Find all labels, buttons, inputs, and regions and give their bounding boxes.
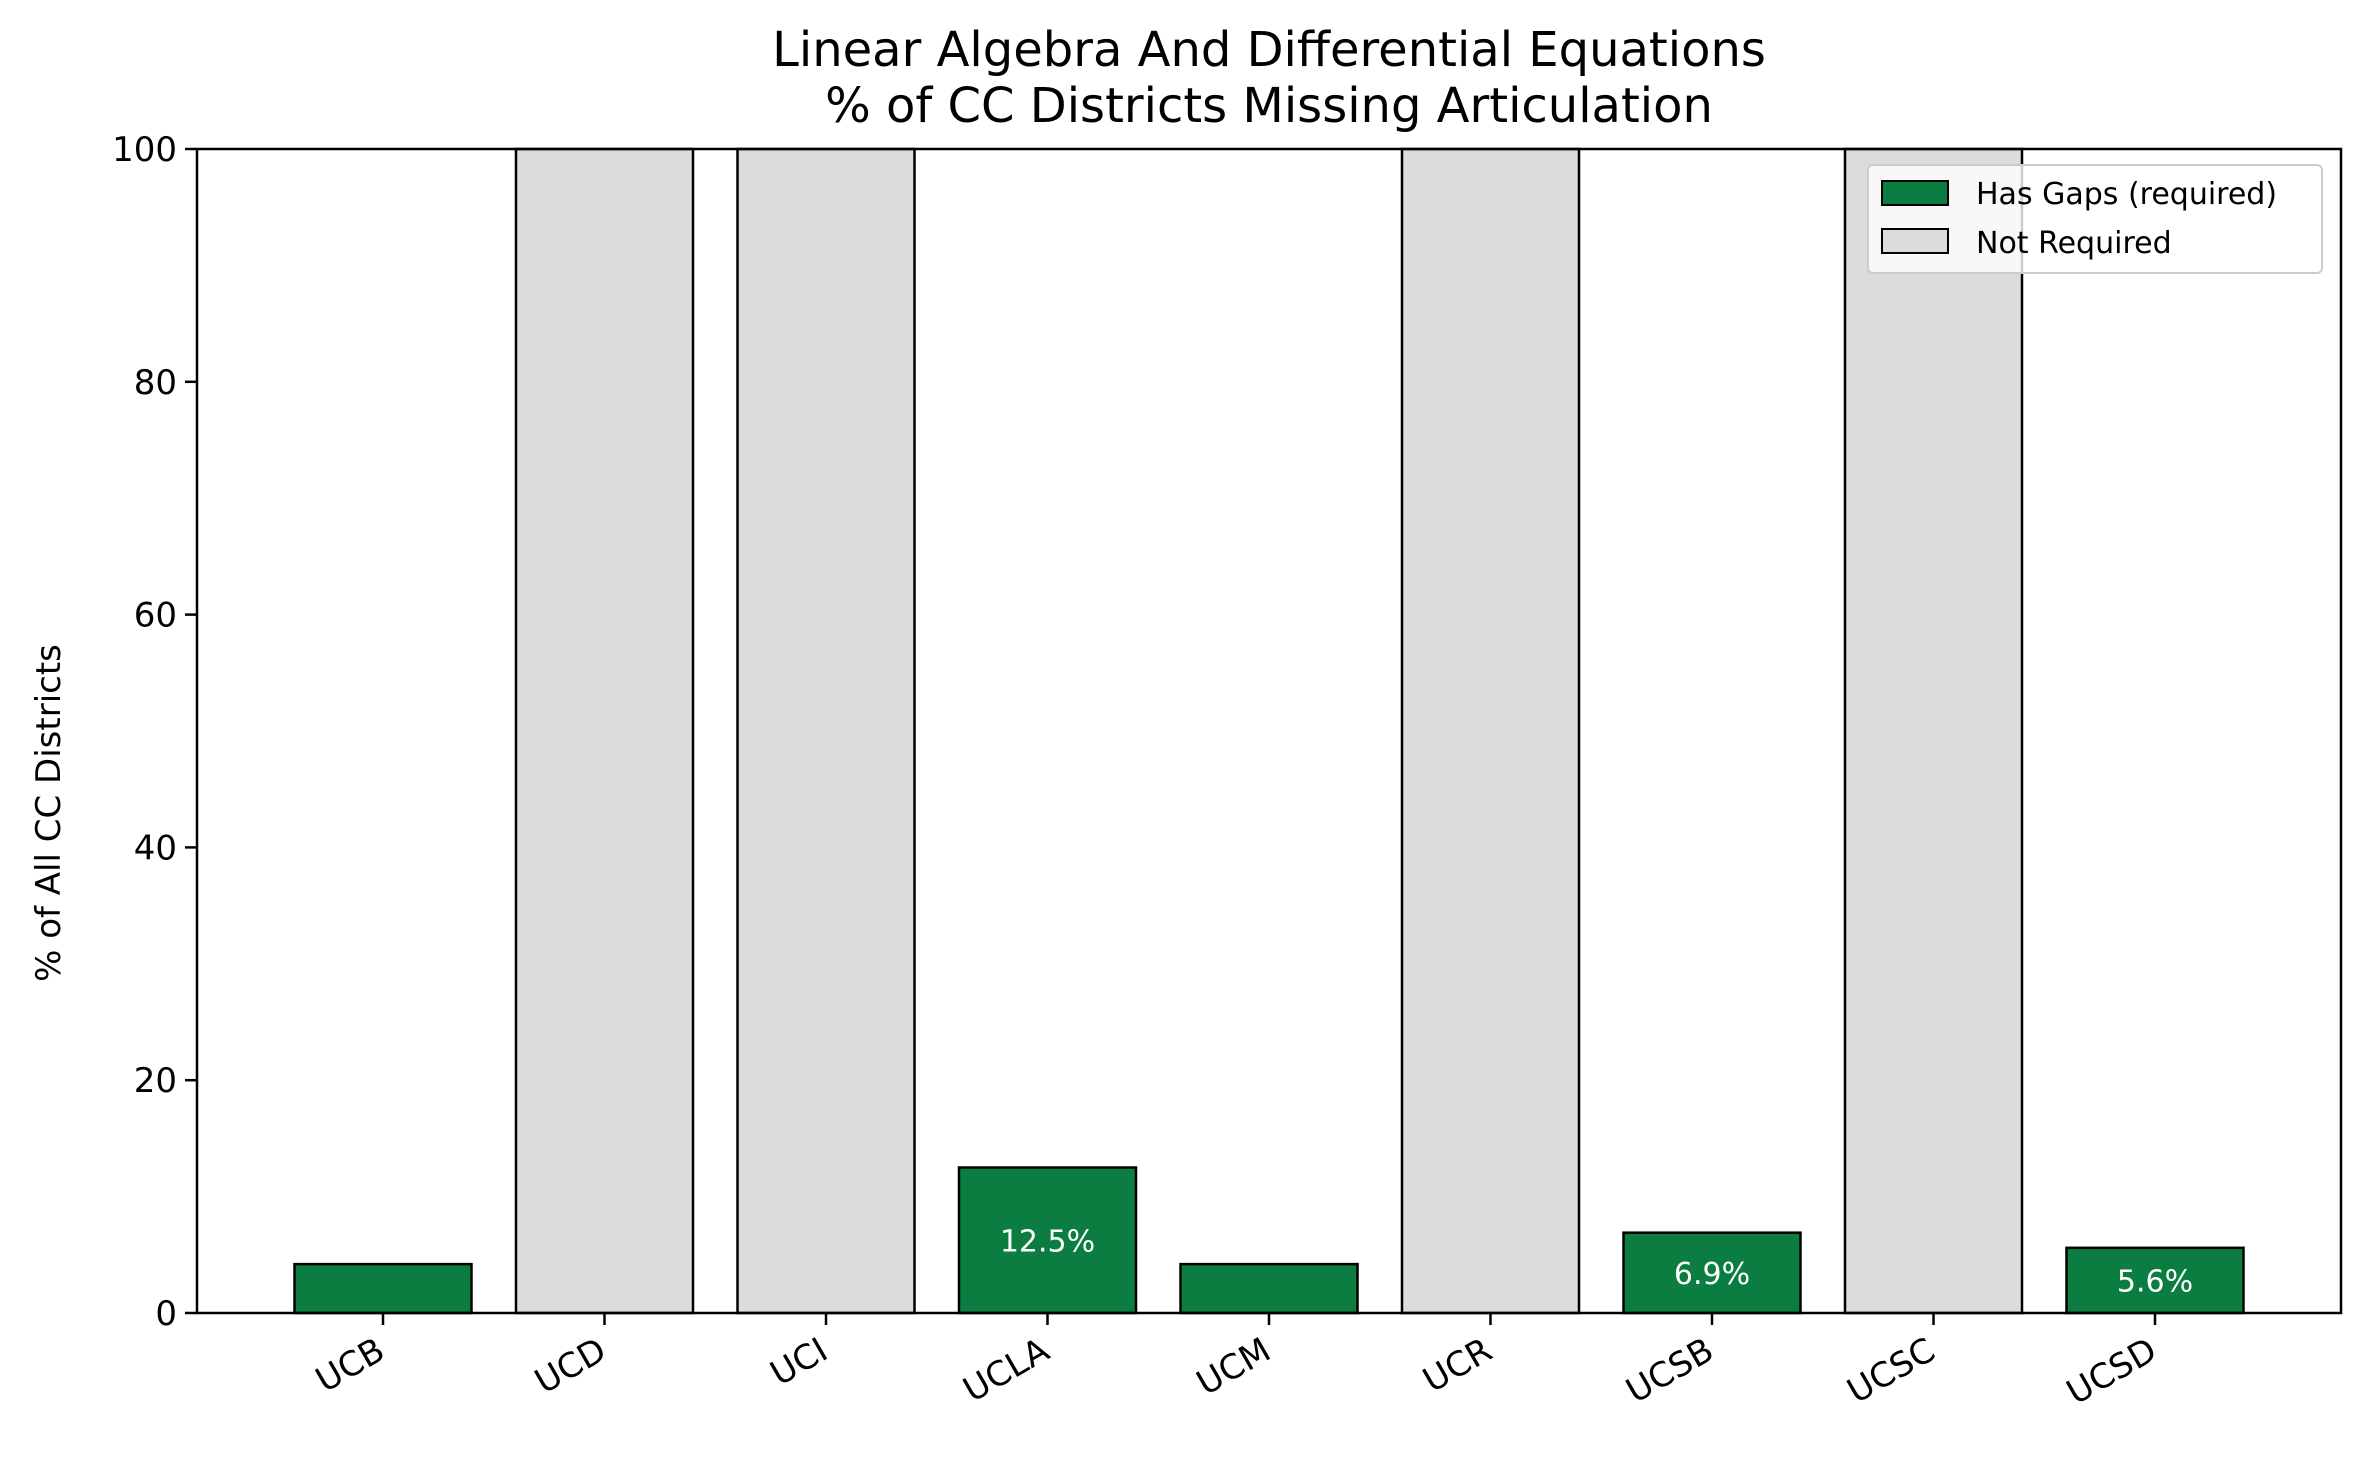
bar-uci-not-required: [736, 147, 916, 1315]
bar-ucb-has-gaps: [293, 1262, 473, 1315]
x-tick-label-ucd: UCD: [528, 1330, 613, 1402]
x-tick-label-ucsd: UCSD: [2060, 1330, 2163, 1413]
x-tick-label-ucsc: UCSC: [1841, 1330, 1942, 1412]
y-tick-label-20: 20: [134, 1061, 177, 1101]
bar-label-ucsd: 5.6%: [2117, 1264, 2193, 1299]
x-axis-ticks: UCB UCD UCI UCLA UCM UCR UCSB UCSC UCSD: [309, 1313, 2164, 1413]
bar-ucla-has-gaps: [957, 1166, 1138, 1315]
legend-label-has-gaps: Has Gaps (required): [1976, 177, 2277, 212]
bar-label-ucla: 12.5%: [1000, 1224, 1095, 1259]
bar-label-ucsb: 6.9%: [1674, 1257, 1750, 1292]
y-axis-label: % of All CC Districts: [29, 644, 69, 982]
y-tick-label-100: 100: [112, 130, 177, 170]
legend-swatch-not-required: [1881, 228, 1949, 254]
y-axis-ticks: 0 20 40 60 80 100: [112, 130, 197, 1334]
bar-ucd-not-required: [514, 147, 695, 1315]
x-tick-label-ucla: UCLA: [957, 1330, 1056, 1410]
x-tick-label-ucr: UCR: [1416, 1330, 1499, 1401]
x-tick-label-ucm: UCM: [1190, 1330, 1278, 1404]
bar-ucr-not-required: [1400, 147, 1581, 1315]
y-tick-label-60: 60: [134, 596, 177, 636]
legend: Has Gaps (required) Not Required: [1867, 164, 2323, 274]
x-tick-label-ucsb: UCSB: [1619, 1330, 1720, 1411]
legend-label-not-required: Not Required: [1976, 226, 2172, 261]
bar-ucsc-not-required: [1843, 147, 2024, 1315]
x-tick-label-ucb: UCB: [309, 1330, 391, 1401]
y-tick-label-80: 80: [134, 363, 177, 403]
bars-layer: 12.5% 6.9% 5.6%: [293, 147, 2245, 1315]
chart-subtitle: % of CC Districts Missing Articulation: [825, 78, 1713, 134]
y-tick-label-40: 40: [134, 828, 177, 868]
y-tick-label-0: 0: [155, 1294, 177, 1334]
chart-title: Linear Algebra And Differential Equation…: [772, 22, 1766, 78]
plot-frame: [195, 147, 2343, 1315]
legend-box: [1867, 164, 2323, 274]
legend-swatch-has-gaps: [1881, 180, 1949, 206]
bar-ucsb-has-gaps: [1622, 1231, 1802, 1315]
x-tick-label-uci: UCI: [764, 1330, 835, 1394]
bar-ucm-has-gaps: [1179, 1262, 1359, 1315]
